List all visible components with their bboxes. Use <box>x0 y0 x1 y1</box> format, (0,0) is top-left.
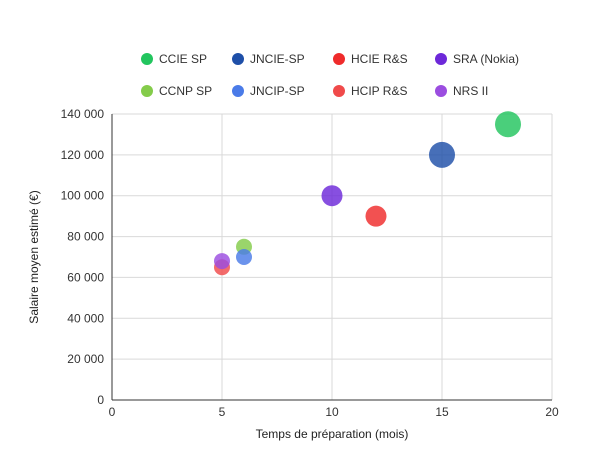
legend-item: HCIE R&S <box>333 52 408 66</box>
legend-label: JNCIP-SP <box>250 84 305 98</box>
legend-label: NRS II <box>453 84 488 98</box>
y-tick-label: 60 000 <box>67 270 104 284</box>
legend-label: HCIE R&S <box>351 52 408 66</box>
legend-swatch <box>435 85 447 97</box>
legend-label: JNCIE-SP <box>250 52 305 66</box>
legend-item: HCIP R&S <box>333 84 407 98</box>
y-axis-title: Salaire moyen estimé (€) <box>27 190 41 323</box>
y-tick-label: 140 000 <box>61 107 105 121</box>
legend-label: CCNP SP <box>159 84 212 98</box>
legend-label: CCIE SP <box>159 52 207 66</box>
y-tick-label: 0 <box>97 393 104 407</box>
legend-item: JNCIP-SP <box>232 84 305 98</box>
bubble-hcie-r-s <box>365 205 387 227</box>
legend-item: CCIE SP <box>141 52 207 66</box>
bubble-jncie-sp <box>429 141 455 168</box>
axes: 0 20 000 40 000 60 000 80 000 100 000 120 000 1… <box>61 107 559 419</box>
legend-item: NRS II <box>435 84 488 98</box>
bubbles <box>214 111 521 276</box>
y-tick-label: 100 000 <box>61 189 105 203</box>
y-tick-label: 80 000 <box>67 230 104 244</box>
legend-swatch <box>141 53 153 65</box>
legend-swatch <box>232 53 244 65</box>
y-tick-label: 20 000 <box>67 352 104 366</box>
legend-item: SRA (Nokia) <box>435 52 519 66</box>
y-tick-label: 120 000 <box>61 148 105 162</box>
legend: CCIE SP JNCIE-SP HCIE R&S SRA (Nokia) CCNP S… <box>141 52 519 98</box>
x-tick-label: 5 <box>219 405 226 419</box>
bubble-sra-nokia <box>321 185 343 207</box>
bubble-ccie-sp <box>495 111 521 138</box>
x-tick-label: 10 <box>325 405 339 419</box>
legend-item: JNCIE-SP <box>232 52 305 66</box>
legend-swatch <box>333 85 345 97</box>
x-tick-label: 0 <box>109 405 116 419</box>
grid <box>112 113 553 400</box>
x-axis-title: Temps de préparation (mois) <box>256 427 409 441</box>
legend-swatch <box>435 53 447 65</box>
legend-swatch <box>232 85 244 97</box>
bubble-nrs-ii <box>214 253 230 270</box>
legend-swatch <box>333 53 345 65</box>
y-tick-label: 40 000 <box>67 311 104 325</box>
legend-item: CCNP SP <box>141 84 212 98</box>
legend-swatch <box>141 85 153 97</box>
x-tick-label: 15 <box>435 405 449 419</box>
bubble-jncip-sp <box>236 249 252 265</box>
x-tick-label: 20 <box>545 405 559 419</box>
legend-label: SRA (Nokia) <box>453 52 519 66</box>
legend-label: HCIP R&S <box>351 84 407 98</box>
